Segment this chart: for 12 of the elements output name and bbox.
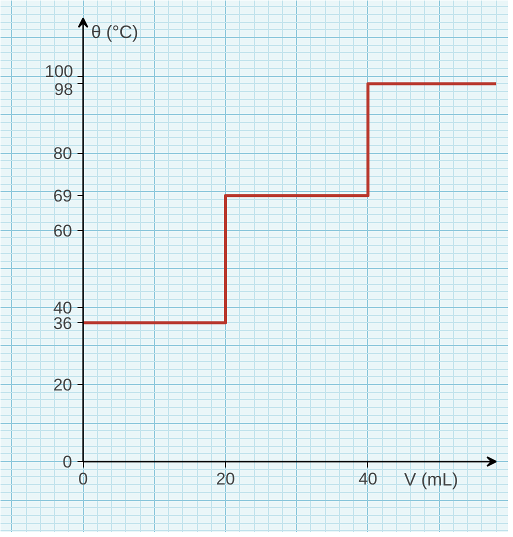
y-tick-label: 100 <box>44 62 74 82</box>
y-tick-label: 80 <box>53 144 72 164</box>
x-tick-label: 20 <box>216 470 235 489</box>
y-tick-label: 98 <box>54 80 74 99</box>
x-tick-label: 40 <box>358 470 378 489</box>
x-tick-label: 0 <box>78 470 88 489</box>
y-tick-label: 20 <box>53 375 72 394</box>
y-tick-label: 69 <box>53 186 72 206</box>
y-tick-label: 60 <box>53 221 72 240</box>
y-tick-label: 0 <box>62 452 72 472</box>
x-axis-title: V (mL) <box>404 470 458 490</box>
y-axis-title: θ (°C) <box>91 22 138 42</box>
